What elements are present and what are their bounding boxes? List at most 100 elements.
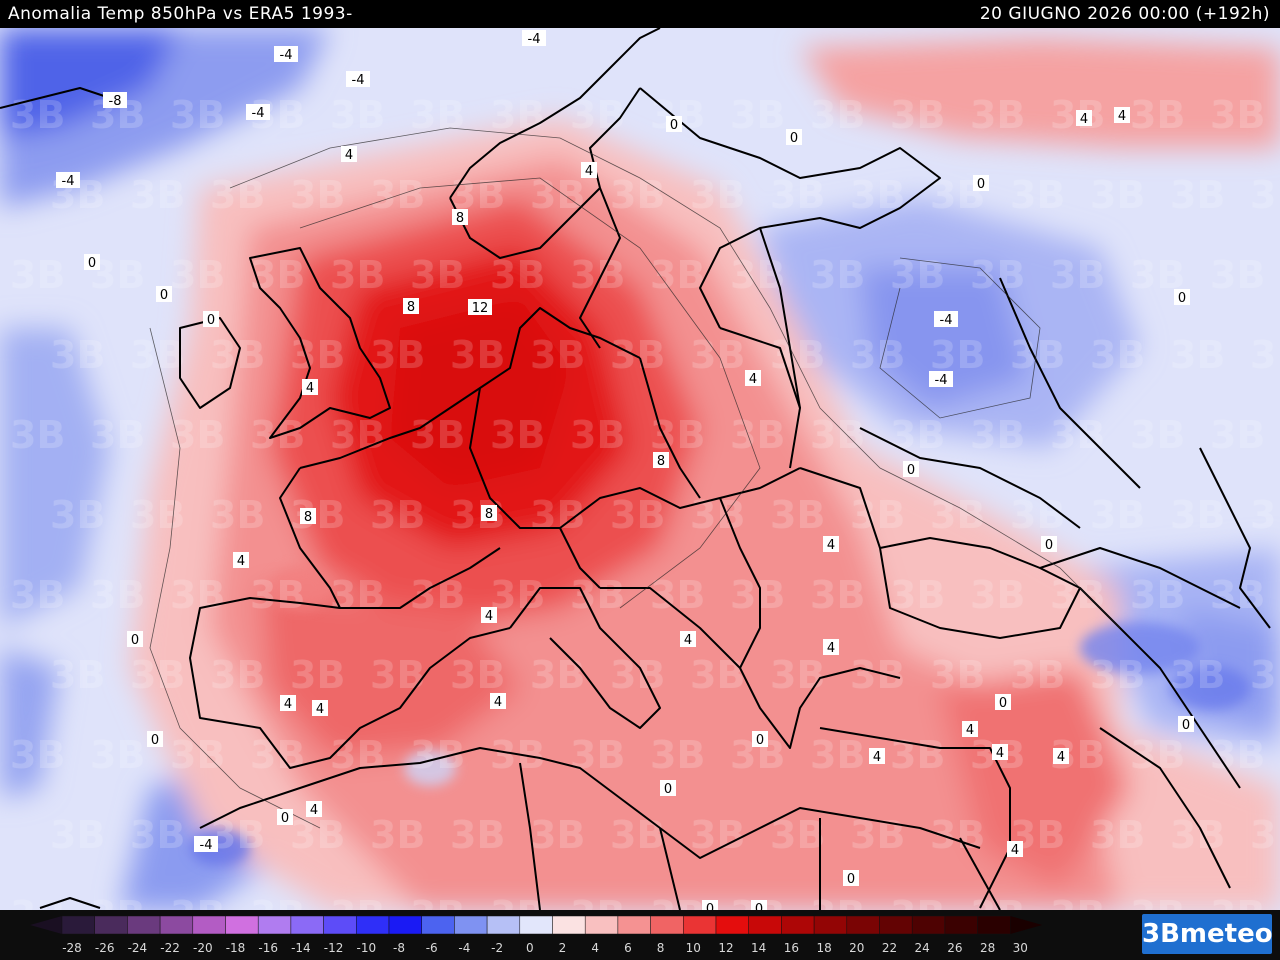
watermark-mark: 3B bbox=[330, 253, 385, 297]
colorbar-footer: -28 -26 -24 -22 -20 -18 -16 -14 -12 -10 -8 -6 -4 -2 0 2… bbox=[0, 910, 1280, 960]
watermark-mark: 3B bbox=[930, 493, 985, 537]
watermark-mark: 3B bbox=[610, 173, 665, 217]
watermark-mark: 3B bbox=[250, 253, 305, 297]
watermark-mark: 3B bbox=[170, 253, 225, 297]
contour-label: 4 bbox=[302, 379, 318, 396]
contour-label: 4 bbox=[962, 721, 978, 738]
contour-label: 0 bbox=[666, 116, 682, 133]
colorbar-swatch bbox=[257, 915, 292, 935]
contour-label: 0 bbox=[277, 809, 293, 826]
watermark-mark: 3B bbox=[1130, 733, 1185, 777]
watermark-mark: 3B bbox=[650, 733, 705, 777]
contour-label: 4 bbox=[992, 744, 1008, 761]
contour-label: 8 bbox=[300, 508, 316, 525]
colorbar-tick-label: -14 bbox=[291, 941, 311, 955]
watermark-mark: 3B bbox=[1010, 493, 1065, 537]
watermark-mark: 3B bbox=[170, 573, 225, 617]
svg-text:-4: -4 bbox=[252, 106, 265, 121]
colorbar-max-arrow bbox=[1010, 916, 1043, 934]
colorbar-tick-label: -26 bbox=[95, 941, 115, 955]
contour-label: 0 bbox=[752, 731, 768, 748]
watermark-mark: 3B bbox=[810, 93, 865, 137]
contour-label: 0 bbox=[1174, 289, 1190, 306]
watermark-mark: 3B bbox=[1010, 333, 1065, 377]
colorbar-swatch bbox=[748, 915, 782, 935]
colorbar-swatch bbox=[715, 915, 749, 935]
watermark-mark: 3B bbox=[10, 93, 65, 137]
watermark-mark: 3B bbox=[130, 813, 185, 857]
watermark-mark: 3B bbox=[290, 173, 345, 217]
header-bar: Anomalia Temp 850hPa vs ERA5 1993- 20 GI… bbox=[0, 0, 1280, 28]
svg-text:0: 0 bbox=[756, 733, 764, 748]
watermark-mark: 3B bbox=[530, 173, 585, 217]
watermark-mark: 3B bbox=[610, 813, 665, 857]
watermark-mark: 3B bbox=[170, 733, 225, 777]
watermark-mark: 3B bbox=[490, 253, 545, 297]
svg-text:4: 4 bbox=[1080, 112, 1088, 127]
svg-text:0: 0 bbox=[790, 131, 798, 146]
svg-text:0: 0 bbox=[281, 811, 289, 826]
svg-text:-4: -4 bbox=[940, 313, 953, 328]
contour-label: 0 bbox=[973, 175, 989, 192]
watermark-mark: 3B bbox=[890, 253, 945, 297]
watermark-mark: 3B bbox=[330, 733, 385, 777]
contour-label: 8 bbox=[452, 209, 468, 226]
watermark-mark: 3B bbox=[810, 413, 865, 457]
contour-label: 4 bbox=[341, 146, 357, 163]
watermark-mark: 3B bbox=[10, 413, 65, 457]
svg-text:8: 8 bbox=[456, 211, 464, 226]
colorbar-swatch bbox=[388, 915, 422, 935]
svg-text:0: 0 bbox=[664, 782, 672, 797]
colorbar-tick-label: -6 bbox=[426, 941, 438, 955]
colorbar-tick-label: 8 bbox=[657, 941, 665, 955]
watermark-grid: 3B 3B 3B 3B 3B 3B 3B 3B 3B 3B 3B 3B 3B 3B 3B 3B 3B 3B 3B 3B… bbox=[10, 93, 1280, 910]
watermark-mark: 3B bbox=[450, 653, 505, 697]
watermark-mark: 3B bbox=[570, 893, 625, 910]
contour-label: 4 bbox=[312, 700, 328, 717]
watermark-mark: 3B bbox=[530, 813, 585, 857]
svg-text:4: 4 bbox=[1118, 109, 1126, 124]
svg-text:4: 4 bbox=[966, 723, 974, 738]
contour-label: 0 bbox=[147, 731, 163, 748]
colorbar-tick-label: 14 bbox=[751, 941, 766, 955]
watermark-mark: 3B bbox=[730, 413, 785, 457]
watermark-mark: 3B bbox=[90, 893, 145, 910]
watermark-mark: 3B bbox=[1090, 173, 1145, 217]
watermark-mark: 3B bbox=[50, 813, 105, 857]
watermark-mark: 3B bbox=[130, 333, 185, 377]
colorbar-tick-label: 10 bbox=[686, 941, 701, 955]
contour-label: -4 bbox=[246, 104, 270, 121]
watermark-mark: 3B bbox=[50, 493, 105, 537]
svg-text:0: 0 bbox=[160, 288, 168, 303]
watermark-mark: 3B bbox=[970, 573, 1025, 617]
colorbar-tick-label: 30 bbox=[1013, 941, 1028, 955]
contour-label: -4 bbox=[522, 30, 546, 47]
colorbar-swatch bbox=[977, 915, 1011, 935]
watermark-mark: 3B bbox=[250, 733, 305, 777]
watermark-mark: 3B bbox=[490, 893, 545, 910]
colorbar-swatch bbox=[683, 915, 717, 935]
colorbar-tick-label: -2 bbox=[491, 941, 503, 955]
contour-label: 0 bbox=[995, 694, 1011, 711]
svg-text:12: 12 bbox=[472, 301, 489, 316]
watermark-mark: 3B bbox=[490, 413, 545, 457]
watermark-mark: 3B bbox=[610, 333, 665, 377]
watermark-mark: 3B bbox=[170, 413, 225, 457]
watermark-mark: 3B bbox=[1210, 253, 1265, 297]
contour-label: -8 bbox=[103, 92, 127, 109]
watermark-mark: 3B bbox=[370, 653, 425, 697]
watermark-mark: 3B bbox=[130, 493, 185, 537]
watermark-mark: 3B bbox=[1130, 413, 1185, 457]
watermark-mark: 3B bbox=[330, 93, 385, 137]
watermark-mark: 3B bbox=[690, 653, 745, 697]
svg-text:4: 4 bbox=[237, 554, 245, 569]
watermark-mark: 3B bbox=[210, 813, 265, 857]
watermark-mark: 3B bbox=[890, 893, 945, 910]
contour-label: 0 bbox=[127, 631, 143, 648]
svg-text:-4: -4 bbox=[528, 32, 541, 47]
svg-text:0: 0 bbox=[670, 118, 678, 133]
svg-text:4: 4 bbox=[310, 803, 318, 818]
contour-label: 12 bbox=[468, 299, 492, 316]
colorbar-tick-label: -16 bbox=[258, 941, 278, 955]
